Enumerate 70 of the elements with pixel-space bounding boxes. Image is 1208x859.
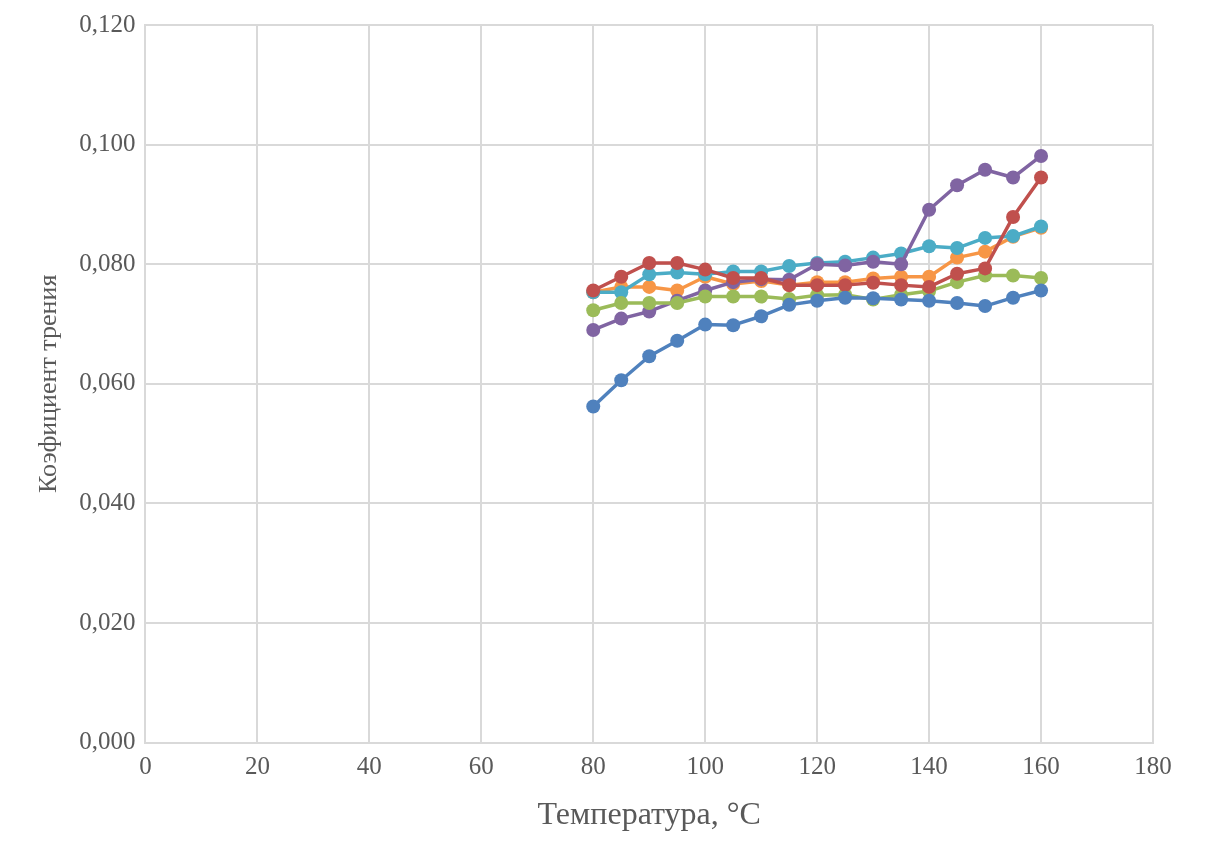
x-tick-label: 80 [580, 752, 606, 780]
y-tick-label: 0,020 [79, 607, 136, 635]
x-axis-title: Температура, °C [537, 795, 761, 832]
y-tick-label: 0,040 [79, 487, 136, 515]
point [1006, 170, 1021, 185]
point [978, 299, 993, 314]
point [642, 296, 657, 311]
point [1006, 290, 1021, 305]
point [978, 244, 993, 259]
x-tick-label: 60 [468, 752, 494, 780]
point [698, 317, 713, 332]
point [1034, 148, 1049, 163]
point [950, 266, 965, 281]
y-axis-title: Коэфициент трения [33, 274, 63, 493]
point [894, 278, 909, 293]
point [866, 254, 881, 269]
point [698, 262, 713, 277]
point [1034, 270, 1049, 285]
point [726, 270, 741, 285]
point [614, 269, 629, 284]
point [922, 293, 937, 308]
point [978, 261, 993, 276]
y-tick-label: 0,080 [79, 248, 136, 276]
x-tick-label: 120 [798, 752, 836, 780]
point [782, 297, 797, 312]
point [1034, 283, 1049, 298]
point [1006, 268, 1021, 283]
point [950, 178, 965, 193]
point [950, 296, 965, 311]
y-tick-label: 0,000 [79, 727, 136, 755]
point [754, 289, 769, 304]
point [586, 322, 601, 337]
x-tick-label: 160 [1022, 752, 1060, 780]
y-tick-label: 0,120 [79, 9, 136, 37]
x-tick-label: 100 [686, 752, 724, 780]
point [642, 279, 657, 294]
point [726, 289, 741, 304]
point [670, 333, 685, 348]
x-tick-label: 40 [356, 752, 382, 780]
point [586, 399, 601, 414]
x-tick-label: 20 [244, 752, 270, 780]
point [642, 349, 657, 364]
point [866, 275, 881, 290]
point [754, 309, 769, 324]
x-tick-label: 180 [1134, 752, 1172, 780]
x-tick-label: 0 [139, 752, 152, 780]
y-tick-label: 0,060 [79, 368, 136, 396]
point [1034, 170, 1049, 185]
point [1006, 209, 1021, 224]
y-tick-label: 0,100 [79, 129, 136, 157]
point [894, 257, 909, 272]
point [726, 318, 741, 333]
point [838, 258, 853, 273]
point [782, 258, 797, 273]
point [614, 311, 629, 326]
point [978, 162, 993, 177]
point [922, 239, 937, 254]
point [950, 241, 965, 256]
point [586, 303, 601, 318]
point [922, 279, 937, 294]
point [894, 292, 909, 307]
point [614, 296, 629, 311]
point [642, 256, 657, 270]
point [978, 230, 993, 245]
point [810, 293, 825, 308]
point [614, 373, 629, 388]
x-tick-label: 140 [910, 752, 948, 780]
point [922, 202, 937, 217]
point [698, 289, 713, 304]
point [670, 256, 685, 270]
